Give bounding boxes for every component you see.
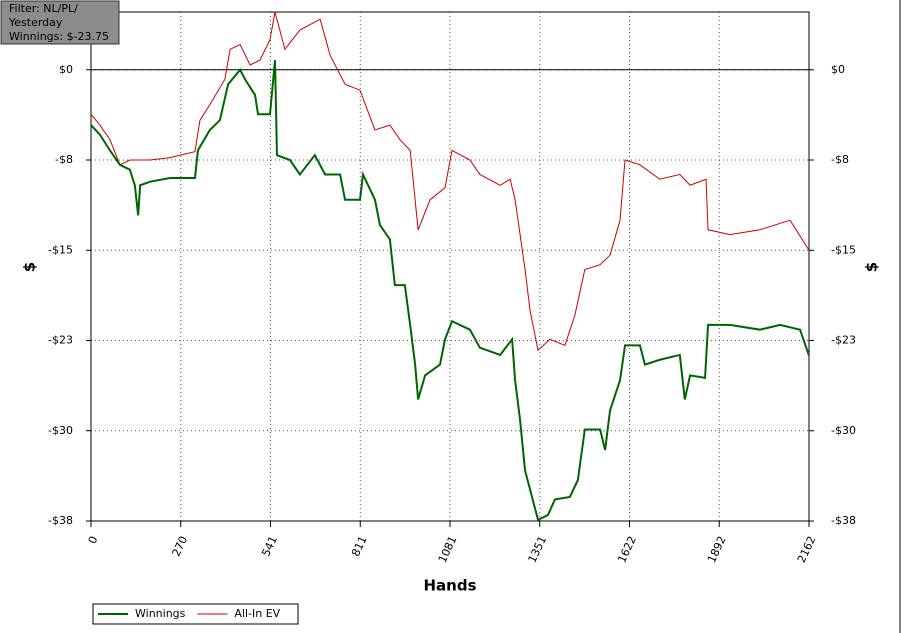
- y2-tick-label: -$30: [831, 424, 856, 437]
- x-tick-label: 1892: [705, 534, 729, 565]
- x-tick-label: 1081: [436, 534, 460, 565]
- info-line: Filter: NL/PL/: [9, 2, 78, 15]
- x-axis-title: Hands: [423, 577, 476, 595]
- info-line: Winnings: $-23.75: [9, 30, 109, 43]
- legend-label: All-In EV: [234, 607, 280, 620]
- info-box: [0, 0, 120, 45]
- x-tick-label: 0: [86, 534, 101, 546]
- y2-tick-label: -$8: [831, 153, 849, 166]
- y-tick-label: -$8: [55, 153, 73, 166]
- y2-tick-label: -$23: [831, 334, 856, 347]
- legend-box: [92, 603, 299, 625]
- y-tick-label: -$15: [48, 243, 73, 256]
- y-tick-label: -$23: [48, 334, 73, 347]
- y-tick-label: -$38: [48, 514, 73, 527]
- info-line: Yesterday: [8, 16, 63, 29]
- legend-label: Winnings: [135, 607, 186, 620]
- x-tick-label: 811: [349, 534, 370, 559]
- y2-axis-title: $: [863, 262, 881, 272]
- y2-tick-label: -$38: [831, 514, 856, 527]
- x-tick-label: 1351: [526, 534, 550, 565]
- x-tick-label: 541: [259, 534, 280, 559]
- x-tick-label: 270: [170, 534, 191, 559]
- x-tick-label: 2162: [795, 534, 819, 565]
- y2-tick-label: -$15: [831, 243, 856, 256]
- plot-frame: [90, 11, 810, 522]
- y2-tick-label: $0: [831, 63, 845, 76]
- y-tick-label: -$30: [48, 424, 73, 437]
- series-line: [90, 60, 810, 522]
- y-tick-label: $0: [59, 63, 73, 76]
- x-tick-label: 1622: [615, 534, 639, 565]
- series-line: [90, 11, 810, 352]
- y-axis-title: $: [21, 262, 39, 272]
